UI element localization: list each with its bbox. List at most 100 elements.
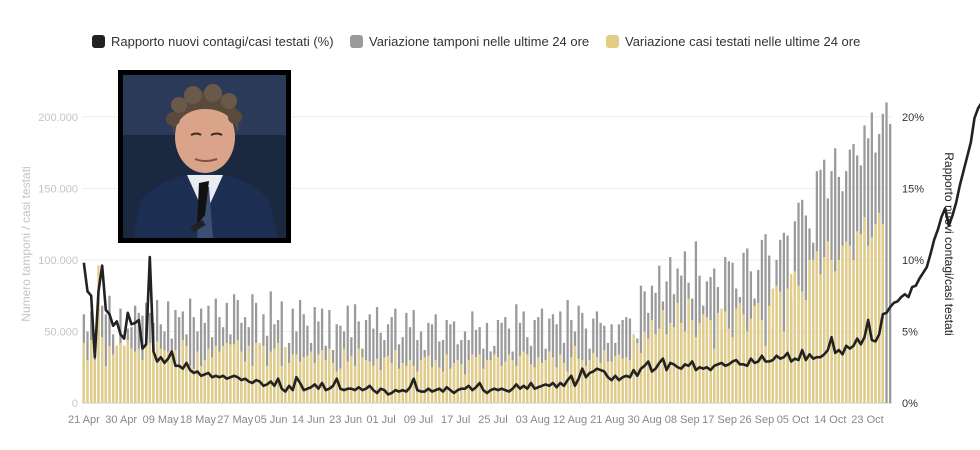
bar-cases[interactable] <box>203 360 206 403</box>
bar-cases[interactable] <box>445 354 448 403</box>
bar-cases[interactable] <box>485 360 489 403</box>
bar-cases[interactable] <box>258 342 261 403</box>
bar-tests[interactable] <box>390 317 393 403</box>
bar-cases[interactable] <box>658 328 661 403</box>
bar-cases[interactable] <box>324 360 327 403</box>
bar-cases[interactable] <box>423 357 426 403</box>
bar-cases[interactable] <box>753 305 756 403</box>
bar-tests[interactable] <box>243 317 247 403</box>
bar-cases[interactable] <box>390 362 393 403</box>
bar-cases[interactable] <box>874 224 877 403</box>
bar-cases[interactable] <box>221 345 225 403</box>
bar-cases[interactable] <box>350 355 353 403</box>
bar-cases[interactable] <box>496 357 500 403</box>
bar-cases[interactable] <box>104 365 107 403</box>
bar-tests[interactable] <box>449 324 452 403</box>
bar-cases[interactable] <box>280 365 283 403</box>
bar-cases[interactable] <box>357 348 360 403</box>
bar-cases[interactable] <box>775 285 778 403</box>
bar-tests[interactable] <box>379 332 382 403</box>
bar-tests[interactable] <box>540 308 544 403</box>
bar-cases[interactable] <box>705 317 709 403</box>
bar-cases[interactable] <box>790 274 793 403</box>
bar-cases[interactable] <box>364 360 368 403</box>
bar-cases[interactable] <box>584 365 588 403</box>
bar-tests[interactable] <box>141 315 144 403</box>
bar-tests[interactable] <box>430 324 434 403</box>
bar-cases[interactable] <box>573 345 577 403</box>
bar-tests[interactable] <box>375 307 379 403</box>
bar-cases[interactable] <box>243 361 247 404</box>
bar-cases[interactable] <box>636 342 639 403</box>
bar-tests[interactable] <box>731 262 734 403</box>
bar-cases[interactable] <box>859 234 862 403</box>
bar-cases[interactable] <box>870 236 873 403</box>
bar-tests[interactable] <box>639 285 643 403</box>
bar-cases[interactable] <box>141 360 144 403</box>
bar-cases[interactable] <box>309 351 313 403</box>
bar-cases[interactable] <box>566 371 569 403</box>
bar-cases[interactable] <box>559 354 562 403</box>
bar-cases[interactable] <box>819 274 822 403</box>
bar-cases[interactable] <box>841 245 844 403</box>
bar-tests[interactable] <box>713 268 716 403</box>
bar-cases[interactable] <box>581 360 584 403</box>
bar-cases[interactable] <box>713 348 716 403</box>
bar-cases[interactable] <box>471 354 474 403</box>
bar-tests[interactable] <box>280 301 283 403</box>
bar-tests[interactable] <box>368 314 371 403</box>
bar-cases[interactable] <box>276 342 280 403</box>
bar-tests[interactable] <box>412 309 415 403</box>
bar-cases[interactable] <box>214 345 217 403</box>
bar-cases[interactable] <box>346 361 349 404</box>
bar-cases[interactable] <box>537 357 540 403</box>
bar-tests[interactable] <box>372 328 375 403</box>
bar-cases[interactable] <box>621 358 624 403</box>
bar-cases[interactable] <box>302 357 305 403</box>
bar-tests[interactable] <box>346 305 349 403</box>
bar-cases[interactable] <box>606 361 610 404</box>
bar-cases[interactable] <box>353 365 357 403</box>
bar-tests[interactable] <box>353 304 357 403</box>
bar-cases[interactable] <box>207 348 210 403</box>
bar-tests[interactable] <box>504 317 507 403</box>
bar-cases[interactable] <box>86 360 89 403</box>
bar-cases[interactable] <box>834 271 837 403</box>
bar-cases[interactable] <box>698 322 701 403</box>
bar-cases[interactable] <box>441 371 445 403</box>
bar-cases[interactable] <box>746 331 749 403</box>
bar-cases[interactable] <box>845 241 848 403</box>
bar-cases[interactable] <box>518 355 522 403</box>
bar-tests[interactable] <box>584 328 588 403</box>
bar-cases[interactable] <box>192 368 195 403</box>
bar-cases[interactable] <box>284 347 287 403</box>
bar-cases[interactable] <box>397 368 401 403</box>
bar-cases[interactable] <box>511 360 514 403</box>
bar-cases[interactable] <box>313 362 316 403</box>
bar-cases[interactable] <box>372 365 375 403</box>
bar-cases[interactable] <box>412 365 415 403</box>
bar-cases[interactable] <box>287 362 291 403</box>
bar-cases[interactable] <box>852 259 855 403</box>
bar-tests[interactable] <box>889 123 892 404</box>
bar-tests[interactable] <box>188 298 192 403</box>
bar-cases[interactable] <box>610 361 613 404</box>
bar-cases[interactable] <box>757 302 760 403</box>
bar-tests[interactable] <box>533 320 536 403</box>
bar-cases[interactable] <box>639 352 643 403</box>
bar-cases[interactable] <box>247 345 250 403</box>
bar-cases[interactable] <box>544 360 547 403</box>
bar-cases[interactable] <box>379 370 382 403</box>
bar-cases[interactable] <box>771 288 775 403</box>
bar-tests[interactable] <box>177 317 181 403</box>
bar-cases[interactable] <box>152 342 155 403</box>
bar-cases[interactable] <box>526 354 529 403</box>
bar-cases[interactable] <box>119 342 122 403</box>
bar-cases[interactable] <box>687 298 690 403</box>
bar-cases[interactable] <box>493 354 496 403</box>
bar-cases[interactable] <box>562 362 566 403</box>
bar-cases[interactable] <box>90 340 93 403</box>
bar-cases[interactable] <box>628 360 632 403</box>
bar-tests[interactable] <box>581 312 584 403</box>
bar-cases[interactable] <box>478 354 481 403</box>
